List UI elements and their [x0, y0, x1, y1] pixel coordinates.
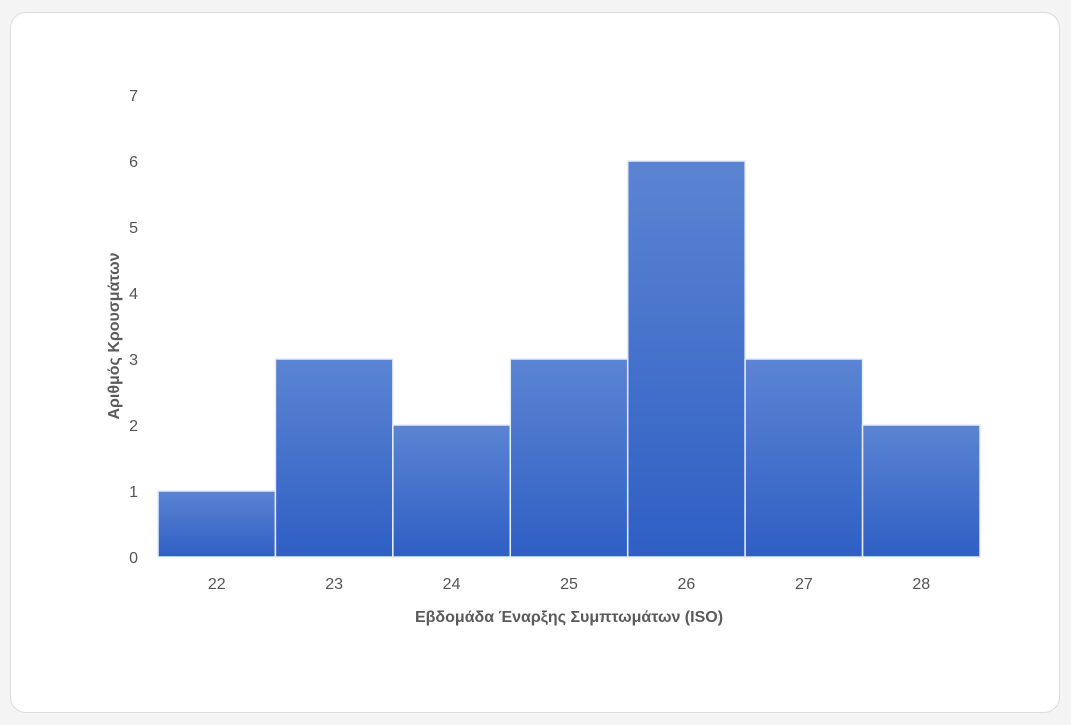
x-axis-title: Εβδομάδα Έναρξης Συμπτωμάτων (ISO) — [415, 609, 723, 626]
x-tick-label: 23 — [325, 576, 343, 593]
bar-week-26 — [626, 160, 746, 558]
x-tick-label: 27 — [795, 576, 813, 593]
x-axis: 22 23 24 25 26 27 28 — [208, 576, 930, 593]
bars — [157, 160, 981, 558]
y-tick-label: 4 — [129, 286, 138, 303]
x-tick-label: 22 — [208, 576, 226, 593]
y-tick-label: 7 — [129, 88, 138, 105]
x-tick-label: 25 — [560, 576, 578, 593]
y-axis-title: Αριθμός Κρουσμάτων — [106, 252, 123, 419]
x-tick-label: 26 — [678, 576, 696, 593]
bar-week-25 — [509, 358, 629, 558]
y-tick-label: 6 — [129, 154, 138, 171]
x-tick-label: 24 — [443, 576, 461, 593]
x-tick-label: 28 — [912, 576, 930, 593]
bar-week-24 — [392, 424, 512, 558]
y-tick-label: 2 — [129, 418, 138, 435]
bar-week-28 — [861, 424, 981, 558]
y-tick-label: 1 — [129, 484, 138, 501]
bar-week-22 — [157, 490, 277, 558]
y-tick-label: 5 — [129, 220, 138, 237]
bar-week-23 — [274, 358, 394, 558]
bar-week-27 — [744, 358, 864, 558]
y-axis: 0 1 2 3 4 5 6 7 — [129, 88, 138, 567]
y-tick-label: 0 — [129, 550, 138, 567]
y-tick-label: 3 — [129, 352, 138, 369]
